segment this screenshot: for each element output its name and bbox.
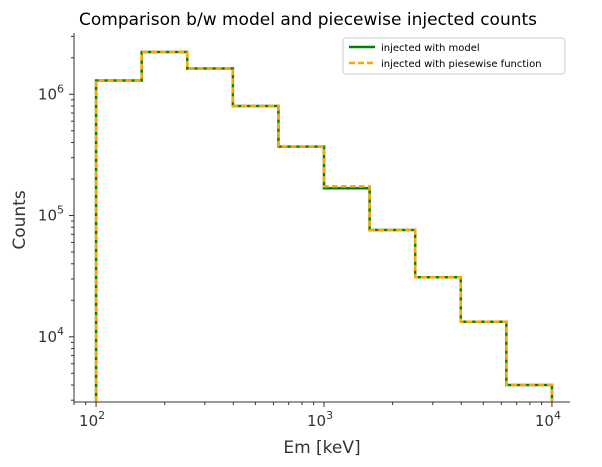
x-tick-label: 103 [307, 409, 333, 430]
plot-area: 102 103 104 104 105 106 [38, 33, 570, 430]
y-tick-label: 106 [38, 82, 64, 103]
y-tick-label: 104 [38, 325, 64, 346]
series-line-0 [94, 50, 554, 402]
y-tick-label: 105 [38, 204, 64, 225]
legend-box [342, 37, 566, 75]
series-layer [94, 50, 554, 402]
series-line-1 [94, 50, 554, 402]
chart-title: Comparison b/w model and piecewise injec… [79, 10, 537, 30]
legend: injected with model injected with piesew… [342, 37, 566, 75]
legend-label-model: injected with model [381, 43, 480, 54]
x-axis-label: Em [keV] [283, 438, 360, 458]
x-ticks: 102 103 104 [73, 402, 561, 430]
legend-label-piecewise: injected with piesewise function [381, 59, 542, 70]
x-tick-label: 104 [535, 409, 561, 430]
y-axis-label: Counts [10, 190, 30, 249]
y-ticks: 104 105 106 [38, 35, 74, 401]
x-tick-label: 102 [79, 409, 105, 430]
